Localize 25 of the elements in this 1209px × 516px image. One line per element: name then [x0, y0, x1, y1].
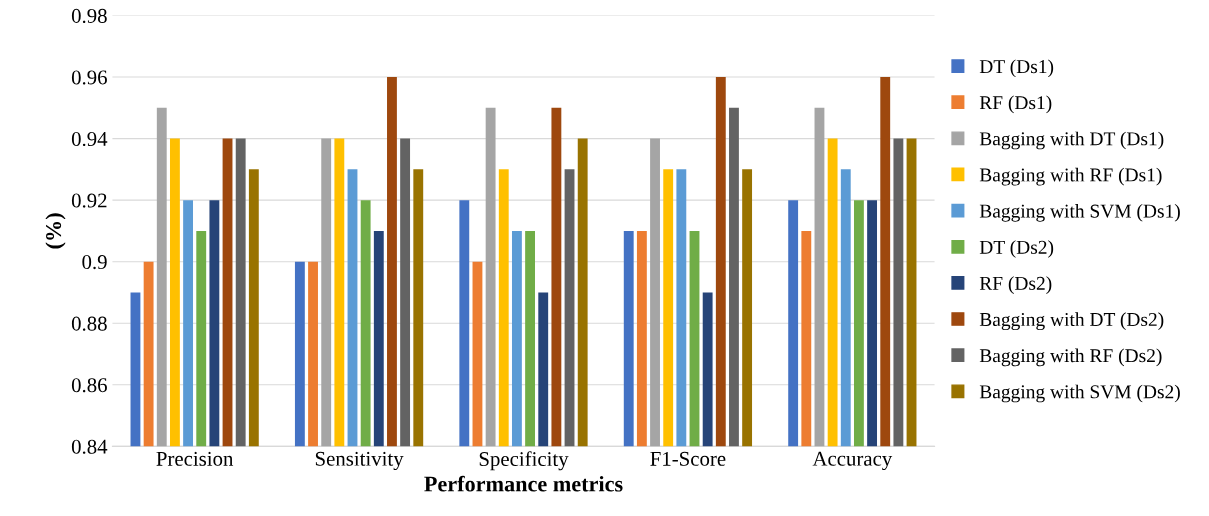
legend-label: RF (Ds1) — [979, 95, 1052, 114]
legend-label: Bagging with RF (Ds1) — [979, 167, 1162, 186]
y-axis-title: (%) — [45, 213, 66, 249]
x-tick-label: F1-Score — [650, 451, 726, 466]
y-tick-label: 0.98 — [71, 8, 107, 23]
x-tick-label: Precision — [156, 451, 234, 466]
y-tick-label: 0.84 — [71, 439, 108, 454]
legend-label: RF (Ds2) — [979, 276, 1052, 294]
x-tick-label: Accuracy — [812, 451, 893, 471]
y-tick-label: 0.94 — [71, 131, 108, 147]
y-tick-label: 0.9 — [82, 255, 107, 270]
x-axis-title: Performance metrics — [424, 475, 623, 492]
legend-label: DT (Ds2) — [979, 240, 1054, 258]
legend-label: Bagging with RF (Ds2) — [979, 348, 1162, 367]
legend-label: Bagging with SVM (Ds2) — [979, 384, 1180, 403]
legend-label: DT (Ds1) — [979, 59, 1054, 78]
y-tick-label: 0.88 — [71, 316, 107, 331]
x-tick-label: Sensitivity — [315, 451, 404, 471]
y-tick-label: 0.92 — [71, 193, 107, 208]
legend-label: Bagging with DT (Ds2) — [979, 312, 1164, 331]
y-tick-label: 0.96 — [71, 70, 107, 85]
y-tick-label: 0.86 — [71, 378, 107, 393]
x-tick-label: Specificity — [479, 451, 569, 471]
legend-label: Bagging with DT (Ds1) — [979, 131, 1164, 150]
legend-label: Bagging with SVM (Ds1) — [979, 203, 1180, 222]
